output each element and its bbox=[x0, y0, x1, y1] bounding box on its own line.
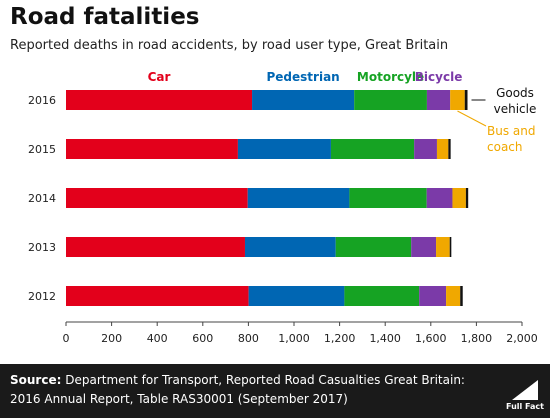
bar-pedestrian-2015 bbox=[237, 139, 331, 159]
series-label-bicycle: Bicycle bbox=[415, 70, 463, 84]
bar-bicycle-2016 bbox=[426, 90, 451, 110]
bus-coach-label-line1: Bus and bbox=[487, 124, 535, 138]
goods-vehicle-label-line1: Goods bbox=[496, 86, 534, 100]
bar-pedestrian-2013 bbox=[244, 237, 336, 257]
bar-bus-and-coach-2013 bbox=[436, 237, 450, 257]
x-tick-label: 2,000 bbox=[506, 332, 538, 345]
y-tick-label-2013: 2013 bbox=[28, 241, 56, 254]
stacked-bar-chart: 2016 2015 2014 2013 2012 0 200 400 600 800 1,000 1,… bbox=[28, 70, 538, 345]
y-tick-label-2015: 2015 bbox=[28, 143, 56, 156]
x-tick-label: 1,400 bbox=[369, 332, 401, 345]
bar-bicycle-2015 bbox=[414, 139, 437, 159]
series-label-car: Car bbox=[148, 70, 171, 84]
y-tick-label-2012: 2012 bbox=[28, 290, 56, 303]
bar-goods-vehicle-2013 bbox=[449, 237, 452, 257]
bus-coach-leader-line bbox=[457, 110, 487, 127]
x-tick-label: 1,600 bbox=[415, 332, 447, 345]
footer: Source: Department for Transport, Report… bbox=[0, 364, 550, 418]
bar-bicycle-2014 bbox=[426, 188, 453, 208]
y-tick-label-2014: 2014 bbox=[28, 192, 56, 205]
bar-bus-and-coach-2012 bbox=[446, 286, 461, 306]
bar-car-2015 bbox=[66, 139, 238, 159]
goods-vehicle-label-line2: vehicle bbox=[494, 102, 537, 116]
x-tick-label: 1,000 bbox=[278, 332, 310, 345]
source-note: Source: Department for Transport, Report… bbox=[10, 371, 480, 409]
x-tick-label: 1,800 bbox=[461, 332, 493, 345]
bar-motorcyle-2016 bbox=[354, 90, 427, 110]
bar-motorcyle-2013 bbox=[335, 237, 412, 257]
chart-subtitle: Reported deaths in road accidents, by ro… bbox=[10, 38, 449, 53]
series-label-pedestrian: Pedestrian bbox=[267, 70, 340, 84]
bar-car-2013 bbox=[66, 237, 245, 257]
full-fact-logo-icon bbox=[512, 380, 538, 400]
x-tick-label: 800 bbox=[238, 332, 259, 345]
bus-coach-label-line2: coach bbox=[487, 140, 523, 154]
source-text: Department for Transport, Reported Road … bbox=[10, 373, 465, 406]
bar-motorcyle-2012 bbox=[344, 286, 420, 306]
bar-bus-and-coach-2016 bbox=[450, 90, 465, 110]
x-tick-label: 400 bbox=[147, 332, 168, 345]
series-label-motorcyle: Motorcyle bbox=[357, 70, 424, 84]
x-tick-label: 0 bbox=[63, 332, 70, 345]
bar-goods-vehicle-2014 bbox=[465, 188, 469, 208]
bar-bicycle-2012 bbox=[419, 286, 447, 306]
bar-car-2016 bbox=[66, 90, 253, 110]
bar-pedestrian-2012 bbox=[248, 286, 345, 306]
x-tick-label: 600 bbox=[192, 332, 213, 345]
bar-bus-and-coach-2014 bbox=[452, 188, 466, 208]
bar-pedestrian-2014 bbox=[247, 188, 350, 208]
y-tick-label-2016: 2016 bbox=[28, 94, 56, 107]
bar-bus-and-coach-2015 bbox=[436, 139, 449, 159]
x-tick-label: 200 bbox=[101, 332, 122, 345]
x-tick-label: 1,200 bbox=[324, 332, 356, 345]
bar-car-2012 bbox=[66, 286, 249, 306]
bar-pedestrian-2016 bbox=[252, 90, 355, 110]
bar-goods-vehicle-2015 bbox=[448, 139, 451, 159]
source-label: Source: bbox=[10, 373, 62, 387]
bar-car-2014 bbox=[66, 188, 248, 208]
bar-bicycle-2013 bbox=[411, 237, 437, 257]
bar-goods-vehicle-2016 bbox=[464, 90, 468, 110]
chart-title: Road fatalities bbox=[10, 4, 200, 30]
bar-motorcyle-2015 bbox=[330, 139, 415, 159]
bar-motorcyle-2014 bbox=[349, 188, 427, 208]
logo-text: Full Fact bbox=[506, 402, 544, 411]
bar-goods-vehicle-2012 bbox=[460, 286, 463, 306]
